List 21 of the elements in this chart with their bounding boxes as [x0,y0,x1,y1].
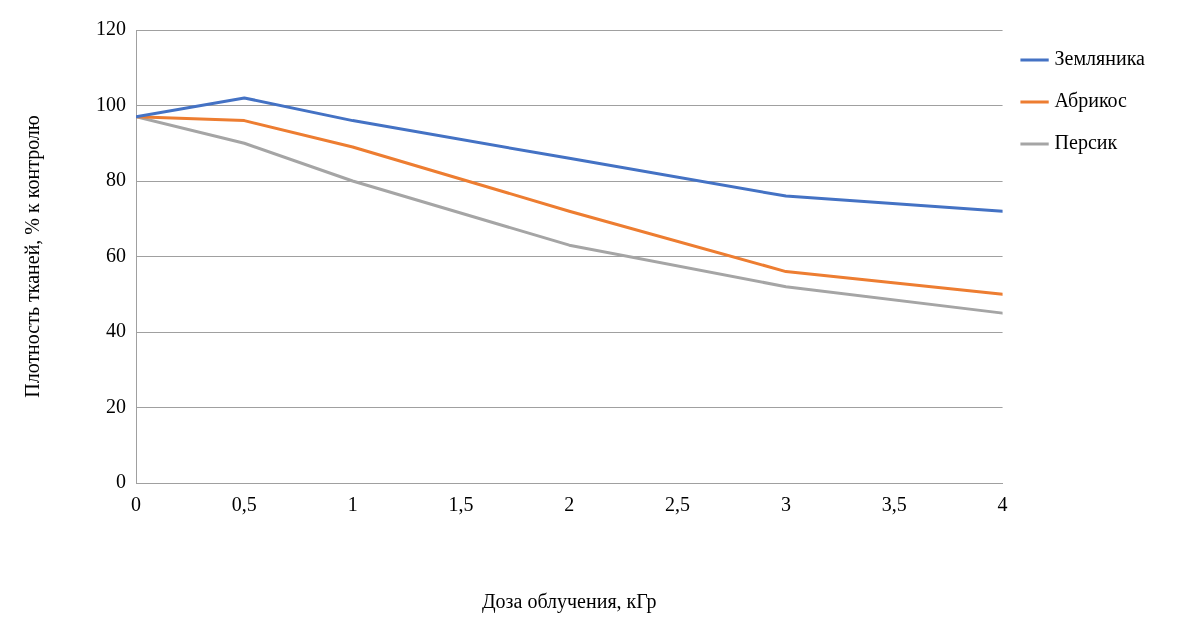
x-tick-label: 0,5 [231,493,257,516]
y-tick-label: 120 [96,17,126,40]
y-tick-label: 100 [96,92,126,115]
y-tick-label: 60 [106,243,126,266]
y-tick-label: 40 [106,319,126,342]
x-tick-label: 3,5 [881,493,907,516]
y-tick-label: 80 [106,168,126,191]
x-tick-label: 4 [997,493,1008,516]
x-tick-label: 1 [347,493,358,516]
legend-label: Абрикос [1054,89,1128,113]
x-tick-label: 2,5 [665,493,691,516]
y-tick-label: 0 [116,470,126,493]
x-tick-label: 0 [131,493,141,516]
y-axis-title: Плотность тканей, % к контролю [21,115,45,398]
legend-label: Земляника [1054,47,1146,70]
x-tick-label: 3 [780,493,791,516]
x-tick-label: 2 [564,493,575,516]
y-tick-label: 20 [106,394,126,417]
x-axis-title: Доза облучения, кГр [481,590,657,614]
x-tick-label: 1,5 [448,493,474,516]
legend-label: Персик [1054,131,1118,155]
